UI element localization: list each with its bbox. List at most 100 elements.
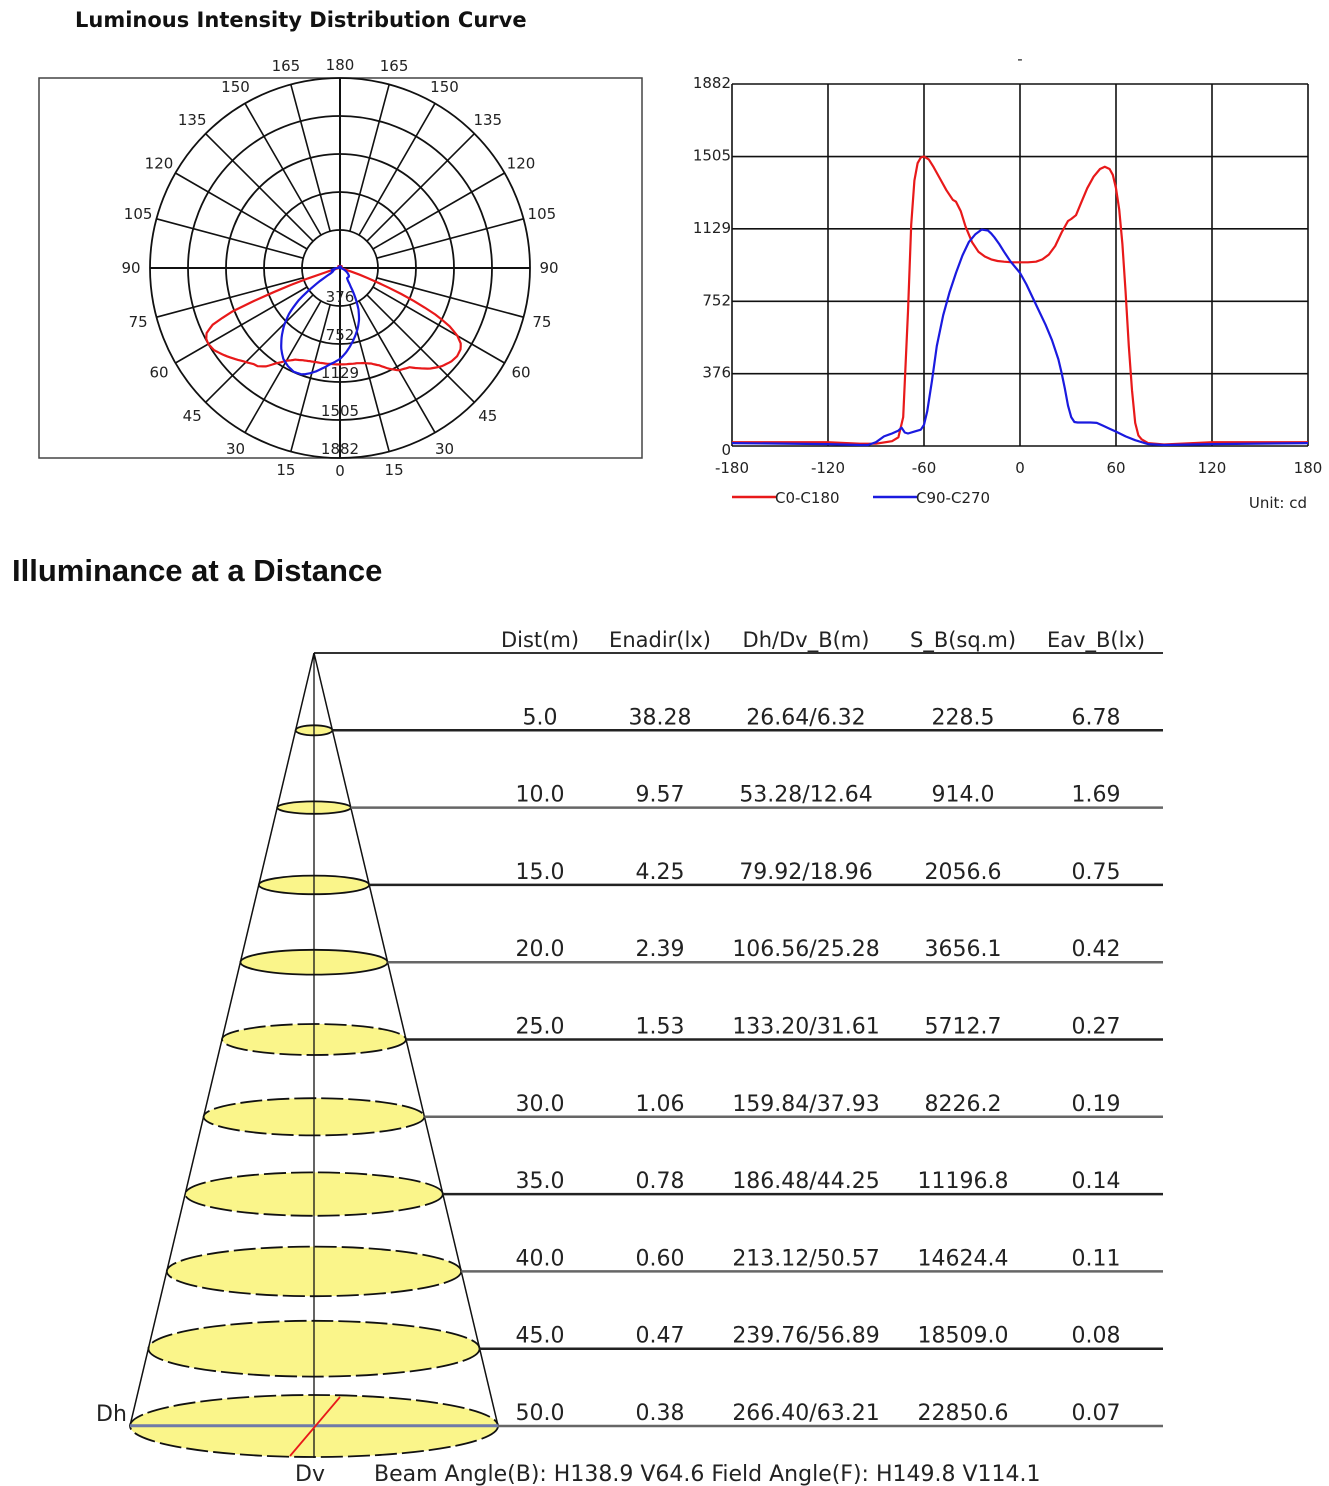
table-cell: 5.0 [523, 705, 558, 730]
polar-angle-label: 45 [478, 407, 497, 425]
beam-field-angle-text: Beam Angle(B): H138.9 V64.6 Field Angle(… [374, 1462, 1041, 1486]
y-tick-label: 0 [721, 441, 731, 459]
table-cell: 53.28/12.64 [739, 783, 872, 808]
table-header: S_B(sq.m) [910, 628, 1016, 653]
polar-spoke [156, 218, 304, 259]
x-tick-label: 0 [1015, 459, 1025, 477]
polar-spoke [376, 218, 524, 259]
polar-spoke [358, 300, 436, 433]
table-cell: 10.0 [516, 783, 565, 808]
polar-spoke [244, 103, 322, 236]
line-series-c0-c180 [732, 155, 1308, 446]
x-tick-label: -60 [912, 459, 937, 477]
y-tick-label: 376 [702, 364, 731, 382]
table-cell: 6.78 [1072, 705, 1121, 730]
legend-label: C0-C180 [775, 489, 840, 507]
polar-angle-label: 165 [272, 57, 301, 75]
table-cell: 239.76/56.89 [732, 1324, 879, 1349]
polar-spoke [358, 103, 436, 236]
polar-angle-label: 30 [226, 440, 245, 458]
polar-angle-label: 60 [149, 364, 168, 382]
polar-angle-label: 15 [385, 461, 404, 479]
polar-angle-label: 90 [539, 259, 558, 277]
polar-angle-label: 150 [430, 78, 459, 96]
table-cell: 0.38 [636, 1401, 685, 1426]
table-cell: 0.42 [1072, 937, 1121, 962]
polar-spoke [244, 300, 322, 433]
polar-spoke [366, 133, 475, 242]
polar-angle-label: 120 [145, 155, 174, 173]
section-title: Illuminance at a Distance [12, 553, 382, 588]
table-header: Enadir(lx) [609, 628, 711, 652]
polar-angle-label: 75 [129, 313, 148, 331]
polar-angle-label: 135 [178, 111, 207, 129]
table-cell: 30.0 [516, 1092, 565, 1117]
dv-line [289, 1396, 341, 1457]
unit-label: Unit: cd [1249, 494, 1307, 512]
polar-angle-label: 45 [183, 407, 202, 425]
table-cell: 8226.2 [925, 1092, 1002, 1117]
table-cell: 106.56/25.28 [732, 937, 879, 962]
table-cell: 4.25 [636, 860, 685, 885]
chart-title: - [1017, 50, 1022, 68]
table-cell: 914.0 [932, 783, 995, 808]
table-cell: 0.78 [636, 1169, 685, 1194]
polar-ring-label: 752 [326, 326, 355, 344]
table-cell: 0.27 [1072, 1015, 1121, 1040]
polar-angle-label: 120 [507, 155, 536, 173]
y-tick-label: 1505 [693, 147, 731, 165]
x-tick-label: 180 [1294, 459, 1323, 477]
polar-angle-label: 105 [124, 205, 153, 223]
polar-angle-label: 135 [473, 111, 502, 129]
cone-edge-left [129, 652, 315, 1426]
table-cell: 0.11 [1072, 1246, 1121, 1271]
polar-angle-label: 90 [121, 259, 140, 277]
polar-angle-label: 0 [335, 462, 345, 480]
polar-ring-label: 1129 [321, 364, 359, 382]
polar-spoke [366, 294, 475, 403]
illuminance-cone-diagram: Dist(m) Enadir(lx) Dh/Dv_B(m) S_B(sq.m) Eav_… [96, 628, 1163, 1486]
polar-spoke [205, 294, 314, 403]
polar-angle-label: 105 [528, 205, 557, 223]
table-cell: 15.0 [516, 860, 565, 885]
polar-spoke [175, 172, 308, 250]
dh-label: Dh [96, 1402, 127, 1427]
table-cell: 159.84/37.93 [732, 1092, 879, 1117]
polar-angle-label: 15 [276, 461, 295, 479]
x-tick-label: -180 [715, 459, 749, 477]
table-cell: 0.14 [1072, 1169, 1121, 1194]
polar-angle-label: 60 [511, 364, 530, 382]
polar-angle-label: 75 [532, 313, 551, 331]
x-tick-label: -120 [811, 459, 845, 477]
table-cell: 50.0 [516, 1401, 565, 1426]
polar-spoke [349, 84, 390, 232]
table-cell: 22850.6 [918, 1401, 1009, 1426]
table-cell: 18509.0 [918, 1324, 1009, 1349]
table-cell: 186.48/44.25 [732, 1169, 879, 1194]
table-cell: 3656.1 [925, 937, 1002, 962]
table-header: Dh/Dv_B(m) [743, 628, 870, 653]
table-cell: 20.0 [516, 937, 565, 962]
x-tick-label: 60 [1106, 459, 1125, 477]
polar-ring-label: 376 [326, 288, 355, 306]
polar-angle-label: 150 [221, 78, 250, 96]
table-cell: 133.20/31.61 [732, 1015, 879, 1040]
table-cell: 38.28 [629, 705, 692, 730]
table-cell: 26.64/6.32 [746, 705, 865, 730]
x-tick-label: 120 [1198, 459, 1227, 477]
table-cell: 40.0 [516, 1246, 565, 1271]
table-cell: 35.0 [516, 1169, 565, 1194]
table-cell: 5712.7 [925, 1015, 1002, 1040]
polar-spoke [175, 286, 308, 364]
y-tick-label: 1129 [693, 219, 731, 237]
table-cell: 11196.8 [918, 1169, 1009, 1194]
legend-label: C90-C270 [916, 489, 990, 507]
polar-spoke [156, 277, 304, 318]
polar-spoke [205, 133, 314, 242]
polar-spoke [372, 286, 505, 364]
polar-angle-label: 180 [326, 56, 355, 74]
table-cell: 0.75 [1072, 860, 1121, 885]
table-cell: 0.08 [1072, 1324, 1121, 1349]
table-cell: 266.40/63.21 [732, 1401, 879, 1426]
